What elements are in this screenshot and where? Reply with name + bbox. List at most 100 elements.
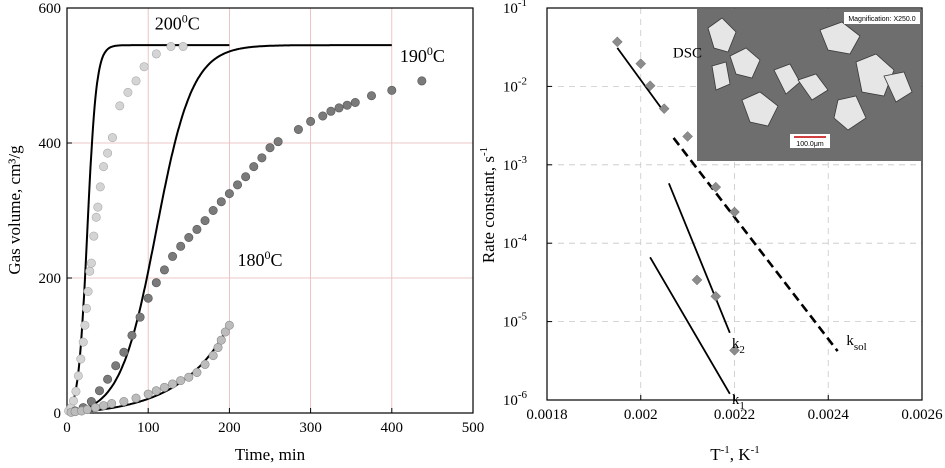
point-s200	[95, 182, 105, 192]
point-s190	[293, 125, 303, 135]
left-y-axis-label: Gas volume, cm³/g	[5, 145, 24, 275]
rate-point	[729, 206, 740, 218]
point-s200	[76, 354, 86, 364]
point-s190	[127, 330, 137, 340]
crystal-1	[707, 17, 737, 53]
point-s180	[176, 376, 186, 386]
point-s200	[93, 202, 103, 212]
left-y-tick-label: 0	[54, 406, 62, 422]
right-y-ticks: 10-6 10-5 10-4 10-3 10-2 10-1	[503, 0, 552, 409]
rate-point	[729, 344, 740, 356]
label-k1: k1	[732, 392, 745, 412]
crystal-6	[797, 73, 829, 101]
point-s200	[73, 371, 83, 381]
point-s200	[139, 62, 149, 72]
temp-label-t200: 2000C	[155, 12, 200, 34]
right-y-axis-label: Rate constant, s-1	[478, 147, 498, 263]
point-s190	[184, 233, 194, 243]
point-s200	[115, 101, 125, 111]
fit-line-k2	[668, 183, 731, 334]
left-y-tick-label: 600	[39, 1, 62, 17]
micrograph-inset: Magnification: X250.0 100.0μm	[697, 9, 921, 161]
right-y-tick-label: 10-5	[503, 311, 528, 331]
point-s180	[216, 335, 226, 345]
point-s180	[192, 367, 202, 377]
rate-point	[635, 58, 647, 70]
point-s190	[241, 172, 251, 182]
point-s190	[192, 224, 202, 234]
point-s180	[159, 382, 169, 392]
point-s190	[119, 347, 129, 357]
point-s200	[103, 148, 113, 158]
right-y-tick-label: 10-6	[503, 389, 528, 409]
temp-label-t180: 1800C	[238, 248, 283, 270]
left-x-tick-label: 400	[381, 420, 404, 436]
point-s200	[91, 212, 101, 222]
label-k2: k2	[732, 336, 745, 356]
point-s200	[131, 76, 141, 86]
point-s190	[103, 374, 113, 384]
right-x-tick-label: 0.002	[624, 407, 658, 423]
left-x-tick-label: 200	[218, 420, 241, 436]
point-s200	[89, 231, 99, 241]
left-grid	[67, 8, 473, 413]
crystal-9	[833, 95, 867, 131]
point-s200	[166, 41, 176, 51]
point-s190	[273, 137, 283, 147]
crystal-10	[883, 71, 913, 103]
left-y-tick-label: 400	[39, 136, 62, 152]
right-fit-lines	[616, 47, 839, 395]
point-s200	[123, 87, 133, 97]
point-s180	[200, 359, 210, 369]
point-s190	[257, 153, 267, 163]
left-x-tick-label: 100	[137, 420, 160, 436]
magnification-label: Magnification: X250.0	[848, 16, 915, 23]
crystal-7	[819, 21, 861, 55]
fit-curve-f190	[66, 44, 392, 414]
right-x-tick-label: 0.0018	[526, 407, 567, 423]
right-y-tick-label: 10-1	[503, 0, 527, 17]
point-s180	[131, 393, 141, 403]
right-x-tick-label: 0.0022	[714, 407, 755, 423]
rate-point	[710, 290, 722, 302]
point-s180	[208, 351, 218, 361]
point-s200	[68, 396, 78, 406]
point-s200	[178, 41, 188, 51]
left-data-points	[64, 41, 427, 417]
fit-line-k1	[649, 256, 731, 395]
right-y-tick-label: 10-4	[503, 232, 528, 252]
right-x-ticks: 0.0018 0.002 0.0022 0.0024 0.0026	[526, 395, 943, 423]
point-s180	[90, 403, 100, 413]
temp-label-t190: 1900C	[400, 44, 445, 66]
rate-point	[691, 274, 703, 286]
point-s190	[111, 361, 121, 371]
point-s190	[334, 103, 344, 113]
point-s190	[168, 251, 178, 261]
point-s180	[220, 327, 230, 337]
point-s190	[135, 312, 145, 322]
point-s180	[82, 405, 92, 415]
point-s200	[151, 49, 161, 59]
left-x-tick-label: 0	[63, 420, 71, 436]
rate-constant-chart: 0.0018 0.002 0.0022 0.0024 0.0026 10-6 10-5 10…	[478, 0, 943, 464]
point-s180	[151, 386, 161, 396]
rate-point	[611, 36, 623, 48]
left-y-tick-label: 200	[39, 271, 62, 287]
left-plot-frame	[66, 7, 474, 414]
point-s180	[213, 343, 223, 353]
left-x-axis-label: Time, min	[235, 445, 306, 464]
point-s200	[71, 386, 81, 396]
point-s190	[417, 76, 427, 86]
magnification-label-bg	[844, 12, 920, 24]
point-s200	[81, 303, 91, 313]
point-s180	[224, 320, 234, 330]
point-s190	[143, 293, 153, 303]
point-s190	[249, 162, 259, 172]
crystal-4	[741, 91, 779, 127]
right-x-tick-label: 0.0024	[808, 407, 850, 423]
right-x-tick-label: 0.0026	[901, 407, 943, 423]
label-ksol: ksol	[846, 333, 866, 353]
right-y-tick-label: 10-2	[503, 75, 527, 95]
right-x-axis-label: T-1, K-1	[710, 444, 760, 464]
